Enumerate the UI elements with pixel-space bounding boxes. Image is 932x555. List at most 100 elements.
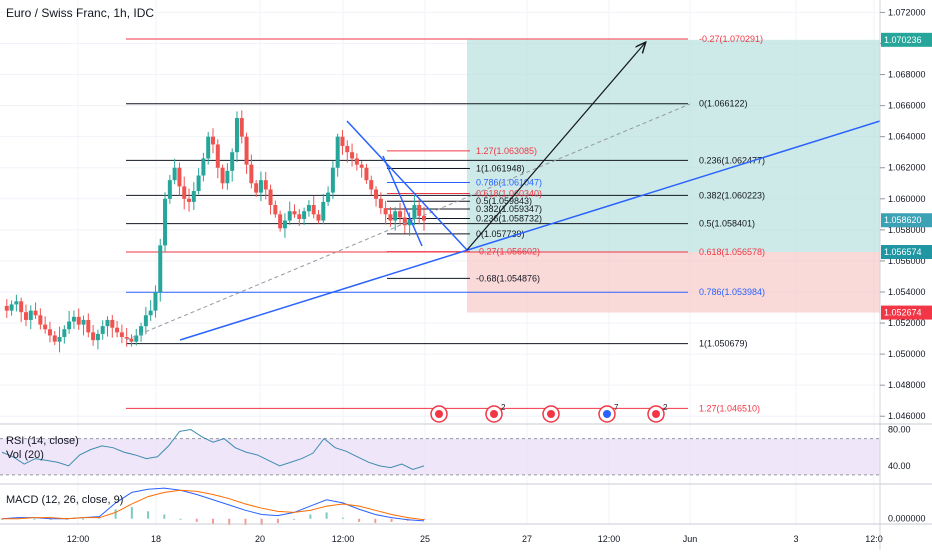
falling-wedge-lower[interactable] [382,155,423,247]
price-badge [881,32,932,47]
x-tick-label: 3 [793,534,798,544]
fib-right-label: 0.382(1.060223) [699,190,765,200]
y-tick-label: 1.046000 [888,411,926,421]
candle-body [244,136,249,165]
candle-body [201,158,206,176]
fib-left-label: 0.618(1.060340) [476,189,542,199]
x-tick-label: Jun [683,534,698,544]
x-tick-label: 27 [522,534,532,544]
volume-legend: Vol (20) [6,449,44,461]
target-arrow[interactable] [466,43,645,251]
candle-body [148,310,153,316]
candle-body [67,321,72,330]
candle-body [86,319,91,333]
x-tick-label: 18 [151,534,161,544]
price-badge [881,305,932,320]
y-tick-label: 1.066000 [888,101,926,111]
falling-wedge-upper[interactable] [346,120,468,251]
candle-body [383,208,388,215]
y-tick-label: 1.050000 [888,349,926,359]
candle-body [225,170,230,184]
rsi-tick-label: 40.00 [888,461,911,471]
candle-body [139,326,144,336]
candle-body [28,310,33,320]
macd-histogram-bar [374,518,377,523]
candle-body [134,335,139,342]
macd-histogram-bar [82,518,85,520]
candle-body [258,180,263,193]
macd-histogram-bar [147,511,150,519]
loss-zone[interactable] [467,252,880,313]
candle-body [177,167,182,187]
candle-body [187,198,192,202]
fib-left-label: 0.5(1.059843) [476,196,532,206]
fib-right-label: 0.236(1.062477) [699,155,765,165]
macd-histogram-bar [244,518,247,526]
candle-body [153,291,158,311]
price-badge [881,245,932,260]
candle-body [268,189,273,206]
candle-body [422,215,426,221]
macd-histogram-bar [358,518,361,522]
candle-body [340,136,345,146]
event-icon-a-core [435,410,443,418]
projection-dashed-line[interactable] [125,103,691,341]
candle-body [196,175,201,192]
macd-histogram-bar [341,517,344,519]
y-tick-label: 1.048000 [888,380,926,390]
candle-body [62,329,67,338]
macd-histogram-bar [49,518,52,520]
price-badge-label: 1.058620 [884,215,922,225]
candle-body [81,319,86,325]
candle-body [71,316,76,322]
event-count: 2 [663,403,668,412]
fib-right-label: 0.618(1.056578) [699,247,765,257]
candle-body [234,118,239,153]
candle-body [388,214,393,221]
fib-left-label: 0(1.057739) [476,229,525,239]
candle-body [378,198,383,209]
macd-histogram-bar [17,517,20,519]
price-badge-label: 1.056574 [884,247,922,257]
candle-body [287,211,292,221]
candle-body [215,144,220,168]
candle-body [239,118,244,137]
macd-signal-line [2,489,425,521]
candle-body [23,312,28,320]
candle-body [402,217,407,226]
x-tick-label: 25 [420,534,430,544]
candle-body [52,335,57,342]
candle-body [9,304,14,311]
fib-right-label: 0(1.066122) [699,99,748,109]
macd-histogram-bar [163,514,166,519]
trend-line-support[interactable] [179,120,881,341]
macd-histogram-bar [423,518,425,520]
macd-histogram-bar [114,509,117,519]
macd-histogram-bar [276,518,279,523]
candle-body [359,164,364,168]
fib-left-label: 0.236(1.058732) [476,213,542,223]
candle-body [230,152,235,171]
fib-right-label: 0.5(1.058401) [699,219,755,229]
y-tick-label: 1.060000 [888,194,926,204]
candle-body [273,205,278,215]
candle-body [412,205,417,219]
profit-zone[interactable] [467,39,880,253]
x-tick-label: 12:00 [332,534,355,544]
rsi-legend: RSI (14, close) [6,435,79,447]
fib-left-label: -0.68(1.054876) [476,273,540,283]
candle-body [158,245,163,292]
candle-body [100,326,105,334]
candle-body [172,167,177,181]
event-icon-d-core [603,410,611,418]
macd-histogram-bar [228,518,231,526]
candle-body [292,211,297,215]
price-badge [881,213,932,228]
rsi-tick-label: 80.00 [888,425,911,435]
candle-body [182,186,187,199]
fib-left-label: -0.27(1.056602) [476,247,540,257]
candle-body [14,301,19,305]
macd-histogram-bar [325,512,328,519]
